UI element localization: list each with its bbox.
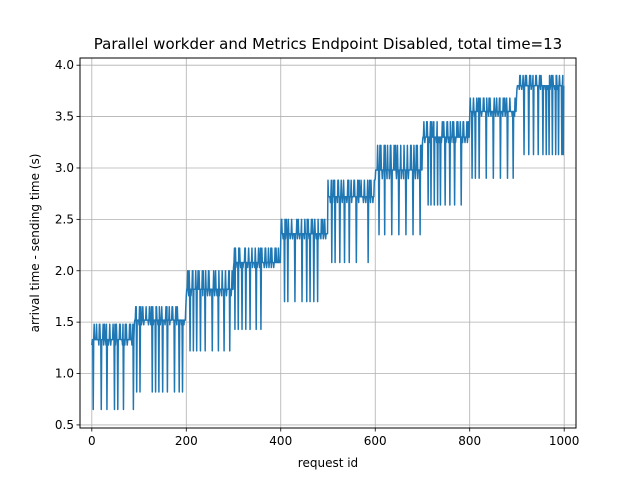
x-axis-label: request id — [298, 456, 358, 470]
y-tick-label: 3.5 — [55, 110, 74, 124]
chart-title: Parallel workder and Metrics Endpoint Di… — [94, 35, 562, 53]
series-line — [91, 74, 565, 411]
x-tick-label: 0 — [88, 434, 96, 448]
y-tick-label: 3.0 — [55, 161, 74, 175]
x-axis-ticks: 0 200 400 600 800 1000 — [88, 428, 579, 448]
x-tick-label: 1000 — [549, 434, 580, 448]
y-tick-label: 4.0 — [55, 58, 74, 72]
x-tick-label: 200 — [175, 434, 198, 448]
y-tick-label: 2.5 — [55, 212, 74, 226]
x-tick-label: 400 — [269, 434, 292, 448]
y-tick-label: 1.5 — [55, 315, 74, 329]
y-axis-label: arrival time - sending time (s) — [28, 154, 42, 333]
y-tick-label: 1.0 — [55, 367, 74, 381]
x-tick-label: 800 — [458, 434, 481, 448]
plot-area — [91, 74, 565, 411]
axes-frame — [79, 57, 577, 429]
y-tick-label: 0.5 — [55, 418, 74, 432]
y-axis-ticks: 0.5 1.0 1.5 2.0 2.5 3.0 3.5 4.0 — [55, 58, 80, 432]
x-tick-label: 600 — [364, 434, 387, 448]
y-tick-label: 2.0 — [55, 264, 74, 278]
